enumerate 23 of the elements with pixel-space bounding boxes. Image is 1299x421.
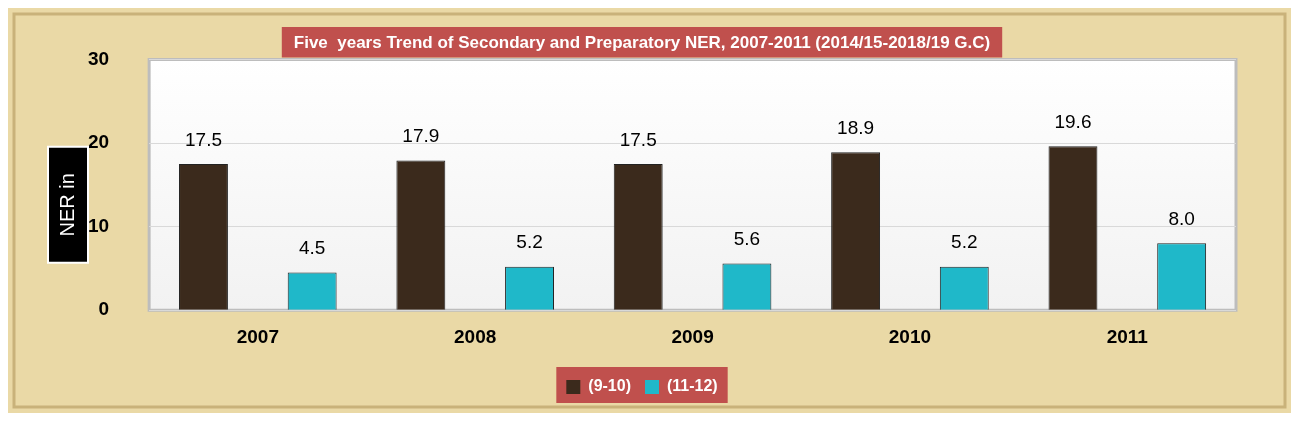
data-label: 17.9 xyxy=(402,125,440,147)
data-label: 8.0 xyxy=(1168,208,1195,230)
y-tick-label: 30 xyxy=(87,47,110,69)
x-tick-label: 2010 xyxy=(888,325,932,347)
x-tick-label: 2007 xyxy=(236,325,279,347)
x-tick-label: 2009 xyxy=(671,325,714,347)
data-label: 5.2 xyxy=(951,231,978,253)
y-tick-label: 0 xyxy=(98,298,110,320)
chart-title: Five years Trend of Secondary and Preparatory NER, 2007-2011 (2014/15-2018/19 G.C) xyxy=(293,32,991,52)
data-label: 4.5 xyxy=(298,237,326,259)
y-tick-label: 20 xyxy=(87,131,110,153)
x-tick-label: 2008 xyxy=(454,325,497,347)
data-label: 18.9 xyxy=(837,116,875,138)
data-label: 19.6 xyxy=(1054,111,1092,133)
data-label: 5.6 xyxy=(733,228,761,250)
y-axis-title: NER in xyxy=(55,173,78,237)
data-label: 5.2 xyxy=(516,231,543,253)
data-label: 17.5 xyxy=(184,128,222,150)
legend-label: (11-12) xyxy=(666,377,718,395)
legend-label: (9-10) xyxy=(588,377,631,395)
y-tick-label: 10 xyxy=(87,214,110,236)
x-tick-label: 2011 xyxy=(1106,325,1149,347)
data-label: 17.5 xyxy=(619,128,657,150)
